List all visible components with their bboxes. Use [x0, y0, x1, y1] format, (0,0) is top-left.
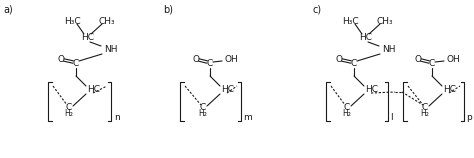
Text: CH₃: CH₃ — [377, 18, 393, 27]
Text: C: C — [66, 103, 72, 112]
Text: C: C — [422, 103, 428, 112]
Text: b): b) — [163, 4, 173, 14]
Text: H₂: H₂ — [199, 109, 208, 118]
Text: O: O — [57, 55, 64, 64]
Text: CH₃: CH₃ — [99, 18, 115, 27]
Text: p: p — [466, 113, 472, 122]
Text: HC: HC — [365, 85, 378, 94]
Text: NH: NH — [104, 46, 118, 55]
Text: O: O — [414, 55, 421, 64]
Text: H₂: H₂ — [420, 109, 429, 118]
Text: C: C — [429, 60, 435, 69]
Text: NH: NH — [382, 46, 395, 55]
Text: HC: HC — [359, 33, 373, 43]
Text: O: O — [192, 55, 200, 64]
Text: OH: OH — [447, 55, 461, 64]
Text: H₃C: H₃C — [64, 18, 80, 27]
Text: c): c) — [313, 4, 322, 14]
Text: C: C — [73, 60, 79, 69]
Text: l: l — [390, 113, 392, 122]
Text: C: C — [200, 103, 206, 112]
Text: m: m — [243, 113, 252, 122]
Text: C: C — [351, 60, 357, 69]
Text: H₃C: H₃C — [342, 18, 358, 27]
Text: HC: HC — [443, 85, 456, 94]
Text: HC: HC — [87, 85, 100, 94]
Text: H₂: H₂ — [343, 109, 351, 118]
Text: HC: HC — [221, 85, 234, 94]
Text: HC: HC — [82, 33, 94, 43]
Text: C: C — [344, 103, 350, 112]
Text: C: C — [207, 60, 213, 69]
Text: O: O — [336, 55, 343, 64]
Text: a): a) — [3, 4, 13, 14]
Text: H₂: H₂ — [64, 109, 73, 118]
Text: n: n — [114, 113, 120, 122]
Text: OH: OH — [225, 55, 239, 64]
